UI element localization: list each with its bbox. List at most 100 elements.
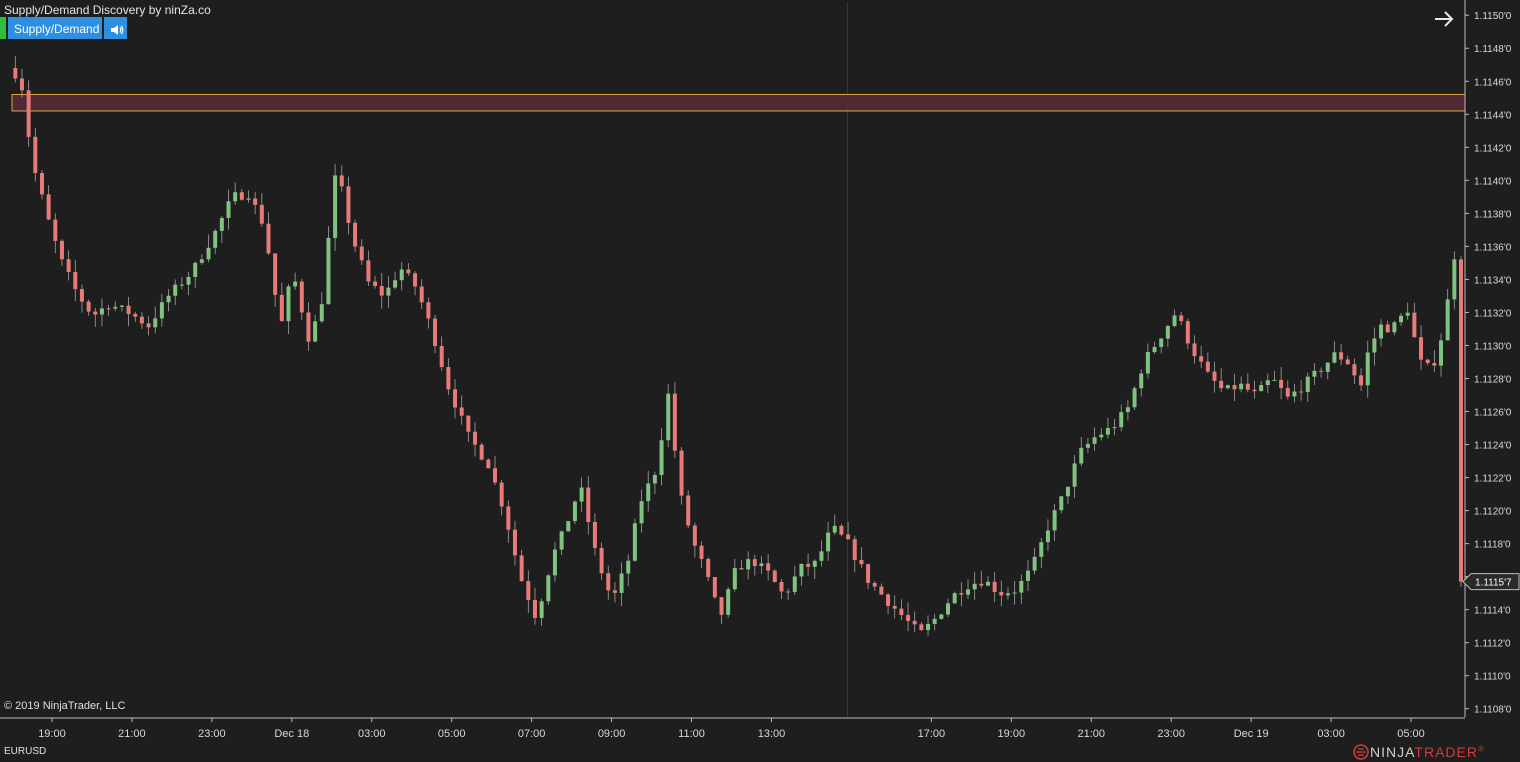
indicator-status-bar — [0, 17, 6, 39]
candle — [1305, 372, 1310, 402]
candle — [1372, 327, 1377, 366]
arrow-right-icon[interactable] — [1432, 7, 1456, 31]
candle-body — [319, 304, 324, 322]
candle-body — [146, 323, 151, 328]
candle — [1159, 337, 1164, 354]
candle — [979, 570, 984, 589]
candle — [739, 559, 744, 570]
candle-body — [313, 321, 318, 342]
candle-body — [1439, 340, 1444, 366]
candle — [153, 306, 158, 334]
candle — [1072, 455, 1077, 499]
brand-mark: ® — [1477, 744, 1485, 754]
candle-body — [239, 192, 244, 200]
candle-body — [359, 246, 364, 261]
candle — [846, 521, 851, 540]
candle-body — [1185, 321, 1190, 344]
candle-body — [812, 560, 817, 567]
candle — [73, 259, 78, 302]
sound-toggle-button[interactable] — [104, 17, 127, 39]
candle-body — [1085, 443, 1090, 448]
candle — [26, 80, 31, 147]
candle — [459, 395, 464, 425]
candle — [539, 598, 544, 626]
candle-body — [566, 521, 571, 532]
candle-body — [1119, 412, 1124, 428]
candle — [1212, 361, 1217, 393]
candle-body — [453, 389, 458, 408]
candle-body — [339, 175, 344, 187]
y-tick-label: 1.1122'0 — [1474, 474, 1512, 485]
candle-body — [406, 269, 411, 274]
candle-body — [1179, 315, 1184, 322]
candle — [1065, 486, 1070, 504]
candle-body — [46, 194, 51, 220]
candle-body — [59, 240, 64, 260]
candle — [499, 479, 504, 516]
candle-body — [366, 260, 371, 282]
candle — [1359, 368, 1364, 392]
candle-body — [1339, 352, 1344, 360]
candle — [526, 570, 531, 613]
candle — [999, 580, 1004, 607]
speaker-icon — [111, 24, 124, 35]
candle — [1185, 318, 1190, 350]
candle-body — [39, 173, 44, 195]
candle — [399, 262, 404, 291]
candle — [572, 500, 577, 525]
supply-zone[interactable] — [11, 93, 1466, 112]
candle-body — [679, 450, 684, 496]
candle-body — [1392, 322, 1397, 333]
candle — [1152, 341, 1157, 354]
candle-body — [286, 286, 291, 322]
supply-zone-rect[interactable] — [11, 93, 1466, 112]
candle — [839, 523, 844, 537]
candle — [1012, 580, 1017, 605]
candle-body — [786, 591, 791, 593]
candle-body — [619, 573, 624, 593]
candle-body — [1445, 299, 1450, 341]
candle-body — [1212, 371, 1217, 381]
supply-demand-button[interactable]: Supply/Demand — [8, 17, 102, 39]
candle — [1392, 320, 1397, 336]
candle — [692, 522, 697, 558]
candle — [832, 514, 837, 536]
candle-body — [519, 555, 524, 582]
candle — [1439, 333, 1444, 377]
candle — [972, 571, 977, 600]
candle — [1445, 288, 1450, 341]
candle-body — [966, 589, 971, 595]
candle — [1419, 325, 1424, 370]
candle-body — [592, 521, 597, 548]
candle — [1432, 349, 1437, 372]
candle — [1339, 344, 1344, 366]
candle — [453, 379, 458, 419]
y-tick-label: 1.1132'0 — [1474, 308, 1512, 319]
candle-body — [672, 393, 677, 451]
candle — [1105, 417, 1110, 439]
candle-body — [1319, 370, 1324, 372]
candle-body — [579, 487, 584, 502]
candle — [1312, 363, 1317, 385]
candle-body — [999, 591, 1004, 596]
candle — [273, 253, 278, 307]
candle — [1325, 362, 1330, 380]
candle-body — [1132, 388, 1137, 408]
candle-body — [299, 281, 304, 313]
candle — [592, 513, 597, 556]
candle-body — [832, 525, 837, 533]
y-tick-label: 1.1114'0 — [1474, 606, 1511, 617]
y-tick-label: 1.1148'0 — [1474, 44, 1512, 55]
candle-body — [546, 575, 551, 602]
candle — [1252, 380, 1257, 399]
candle — [992, 571, 997, 602]
candle — [139, 311, 144, 329]
candle — [939, 613, 944, 620]
candle — [985, 576, 990, 587]
candle — [173, 279, 178, 306]
y-tick-label: 1.1124'0 — [1474, 441, 1512, 452]
candle-body — [1299, 391, 1304, 393]
candle — [519, 549, 524, 582]
candle — [872, 581, 877, 591]
